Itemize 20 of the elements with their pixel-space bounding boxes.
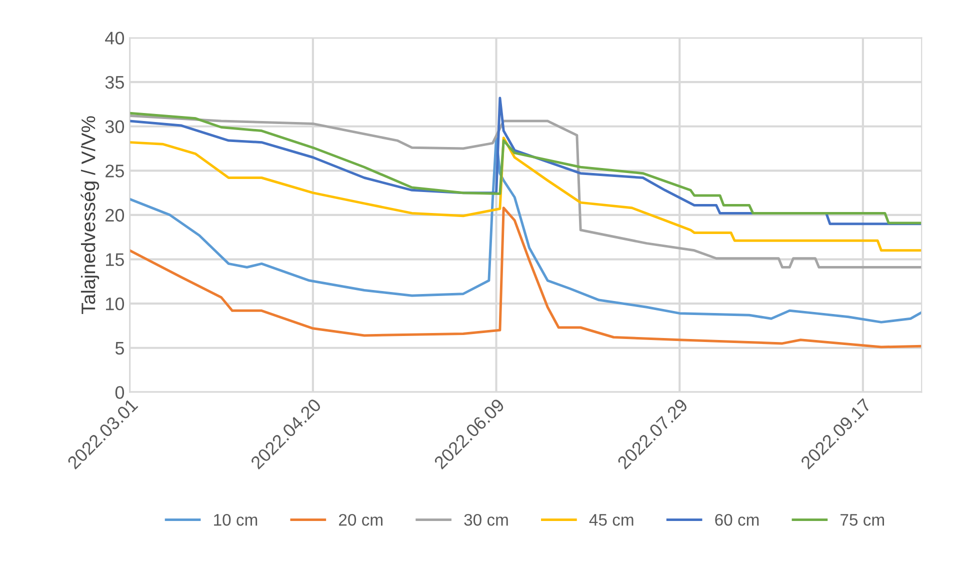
line-series [130,206,922,348]
y-tick-label: 5 [115,342,124,355]
legend-label: 75 cm [840,514,884,526]
y-tick-label: 30 [105,120,124,134]
line-series [130,136,922,324]
y-tick-label: 25 [106,164,124,178]
legend-label: 60 cm [715,514,759,526]
legend-label: 20 cm [339,514,382,526]
legend-label: 10 cm [214,514,258,526]
y-axis-title: Talajnedvesség / V/V% [80,116,100,314]
y-tick-label: 40 [105,32,124,44]
y-tick-label: 35 [105,76,124,89]
legend-label: 45 cm [589,514,634,526]
line-series [130,136,922,252]
legend-label: 30 cm [464,514,508,526]
y-tick-label: 15 [106,253,124,266]
y-tick-label: 0 [115,386,124,399]
y-tick-label: 10 [106,298,124,310]
line-series [130,114,922,268]
y-tick-label: 20 [106,208,124,222]
